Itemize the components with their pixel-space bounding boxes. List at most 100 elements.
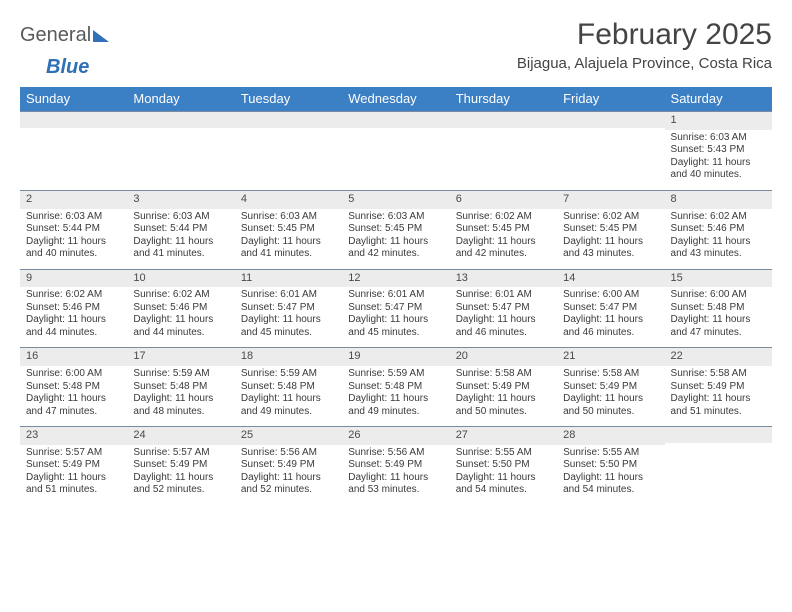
- sunset-label: Sunset: 5:49 PM: [348, 459, 443, 472]
- day-number: 9: [20, 269, 127, 288]
- sunset-label: Sunset: 5:45 PM: [563, 223, 658, 236]
- logo-triangle-icon: [93, 30, 109, 42]
- day-body: Sunrise: 6:02 AMSunset: 5:46 PMDaylight:…: [20, 287, 127, 347]
- daylight-label-2: and 49 minutes.: [348, 406, 443, 419]
- day-body: Sunrise: 6:00 AMSunset: 5:48 PMDaylight:…: [20, 366, 127, 426]
- day-number: 22: [665, 347, 772, 366]
- day-body: Sunrise: 6:00 AMSunset: 5:47 PMDaylight:…: [557, 287, 664, 347]
- sunrise-label: Sunrise: 6:02 AM: [671, 211, 766, 224]
- day-body: Sunrise: 5:55 AMSunset: 5:50 PMDaylight:…: [450, 445, 557, 505]
- day-cell: 8Sunrise: 6:02 AMSunset: 5:46 PMDaylight…: [665, 190, 772, 269]
- sunset-label: Sunset: 5:46 PM: [26, 302, 121, 315]
- daylight-label-2: and 45 minutes.: [241, 327, 336, 340]
- daylight-label-2: and 53 minutes.: [348, 484, 443, 497]
- daylight-label-1: Daylight: 11 hours: [671, 314, 766, 327]
- day-cell: 25Sunrise: 5:56 AMSunset: 5:49 PMDayligh…: [235, 426, 342, 505]
- weekday-header: Saturday: [665, 87, 772, 111]
- daylight-label-2: and 46 minutes.: [563, 327, 658, 340]
- sunrise-label: Sunrise: 5:59 AM: [133, 368, 228, 381]
- sunset-label: Sunset: 5:47 PM: [563, 302, 658, 315]
- day-number-blank: [127, 111, 234, 128]
- day-number: 15: [665, 269, 772, 288]
- daylight-label-2: and 42 minutes.: [348, 248, 443, 261]
- daylight-label-1: Daylight: 11 hours: [671, 236, 766, 249]
- day-body: Sunrise: 6:03 AMSunset: 5:44 PMDaylight:…: [127, 209, 234, 269]
- day-cell: 14Sunrise: 6:00 AMSunset: 5:47 PMDayligh…: [557, 269, 664, 348]
- day-body-empty: [127, 128, 234, 188]
- daylight-label-2: and 46 minutes.: [456, 327, 551, 340]
- daylight-label-1: Daylight: 11 hours: [26, 393, 121, 406]
- day-number-blank: [20, 111, 127, 128]
- day-cell: [235, 111, 342, 190]
- sunrise-label: Sunrise: 6:00 AM: [563, 289, 658, 302]
- sunset-label: Sunset: 5:47 PM: [241, 302, 336, 315]
- daylight-label-1: Daylight: 11 hours: [348, 236, 443, 249]
- week-row: 23Sunrise: 5:57 AMSunset: 5:49 PMDayligh…: [20, 426, 772, 505]
- sunset-label: Sunset: 5:44 PM: [133, 223, 228, 236]
- week-row: 2Sunrise: 6:03 AMSunset: 5:44 PMDaylight…: [20, 190, 772, 269]
- calendar-body: 1Sunrise: 6:03 AMSunset: 5:43 PMDaylight…: [20, 111, 772, 505]
- daylight-label-2: and 47 minutes.: [671, 327, 766, 340]
- day-cell: 24Sunrise: 5:57 AMSunset: 5:49 PMDayligh…: [127, 426, 234, 505]
- sunrise-label: Sunrise: 5:55 AM: [563, 447, 658, 460]
- daylight-label-1: Daylight: 11 hours: [133, 472, 228, 485]
- sunrise-label: Sunrise: 5:57 AM: [133, 447, 228, 460]
- week-row: 9Sunrise: 6:02 AMSunset: 5:46 PMDaylight…: [20, 269, 772, 348]
- day-body: Sunrise: 5:59 AMSunset: 5:48 PMDaylight:…: [342, 366, 449, 426]
- daylight-label-2: and 52 minutes.: [241, 484, 336, 497]
- day-number: 13: [450, 269, 557, 288]
- day-number: 1: [665, 111, 772, 130]
- weekday-header: Wednesday: [342, 87, 449, 111]
- daylight-label-1: Daylight: 11 hours: [671, 393, 766, 406]
- daylight-label-2: and 48 minutes.: [133, 406, 228, 419]
- day-number: 16: [20, 347, 127, 366]
- weekday-header: Friday: [557, 87, 664, 111]
- day-cell: 16Sunrise: 6:00 AMSunset: 5:48 PMDayligh…: [20, 347, 127, 426]
- logo-text-blue: Blue: [46, 56, 89, 78]
- day-cell: [342, 111, 449, 190]
- daylight-label-1: Daylight: 11 hours: [563, 314, 658, 327]
- weekday-header-row: Sunday Monday Tuesday Wednesday Thursday…: [20, 87, 772, 111]
- day-number: 25: [235, 426, 342, 445]
- sunset-label: Sunset: 5:44 PM: [26, 223, 121, 236]
- logo: General: [20, 24, 109, 47]
- daylight-label-2: and 47 minutes.: [26, 406, 121, 419]
- daylight-label-2: and 43 minutes.: [671, 248, 766, 261]
- day-number: 3: [127, 190, 234, 209]
- day-body: Sunrise: 5:57 AMSunset: 5:49 PMDaylight:…: [127, 445, 234, 505]
- day-cell: 10Sunrise: 6:02 AMSunset: 5:46 PMDayligh…: [127, 269, 234, 348]
- daylight-label-2: and 54 minutes.: [563, 484, 658, 497]
- sunset-label: Sunset: 5:45 PM: [456, 223, 551, 236]
- day-body: Sunrise: 6:03 AMSunset: 5:43 PMDaylight:…: [665, 130, 772, 190]
- day-number: 19: [342, 347, 449, 366]
- day-body: Sunrise: 6:02 AMSunset: 5:45 PMDaylight:…: [557, 209, 664, 269]
- day-body: Sunrise: 6:01 AMSunset: 5:47 PMDaylight:…: [342, 287, 449, 347]
- day-number: 27: [450, 426, 557, 445]
- weekday-header: Tuesday: [235, 87, 342, 111]
- daylight-label-2: and 49 minutes.: [241, 406, 336, 419]
- daylight-label-2: and 42 minutes.: [456, 248, 551, 261]
- day-body: Sunrise: 6:03 AMSunset: 5:45 PMDaylight:…: [235, 209, 342, 269]
- calendar-page: General February 2025 Bijagua, Alajuela …: [0, 0, 792, 515]
- day-number: 12: [342, 269, 449, 288]
- daylight-label-1: Daylight: 11 hours: [241, 393, 336, 406]
- day-body: Sunrise: 5:56 AMSunset: 5:49 PMDaylight:…: [342, 445, 449, 505]
- daylight-label-2: and 44 minutes.: [133, 327, 228, 340]
- daylight-label-1: Daylight: 11 hours: [26, 236, 121, 249]
- sunset-label: Sunset: 5:45 PM: [241, 223, 336, 236]
- week-row: 16Sunrise: 6:00 AMSunset: 5:48 PMDayligh…: [20, 347, 772, 426]
- day-cell: [127, 111, 234, 190]
- daylight-label-2: and 50 minutes.: [563, 406, 658, 419]
- day-number-blank: [342, 111, 449, 128]
- logo-text-general: General: [20, 24, 91, 47]
- sunset-label: Sunset: 5:46 PM: [671, 223, 766, 236]
- sunset-label: Sunset: 5:48 PM: [133, 381, 228, 394]
- day-cell: 12Sunrise: 6:01 AMSunset: 5:47 PMDayligh…: [342, 269, 449, 348]
- day-number: 5: [342, 190, 449, 209]
- day-cell: 3Sunrise: 6:03 AMSunset: 5:44 PMDaylight…: [127, 190, 234, 269]
- sunset-label: Sunset: 5:50 PM: [456, 459, 551, 472]
- day-body: Sunrise: 6:02 AMSunset: 5:45 PMDaylight:…: [450, 209, 557, 269]
- day-body: Sunrise: 6:01 AMSunset: 5:47 PMDaylight:…: [235, 287, 342, 347]
- day-cell: 18Sunrise: 5:59 AMSunset: 5:48 PMDayligh…: [235, 347, 342, 426]
- day-body: Sunrise: 5:59 AMSunset: 5:48 PMDaylight:…: [235, 366, 342, 426]
